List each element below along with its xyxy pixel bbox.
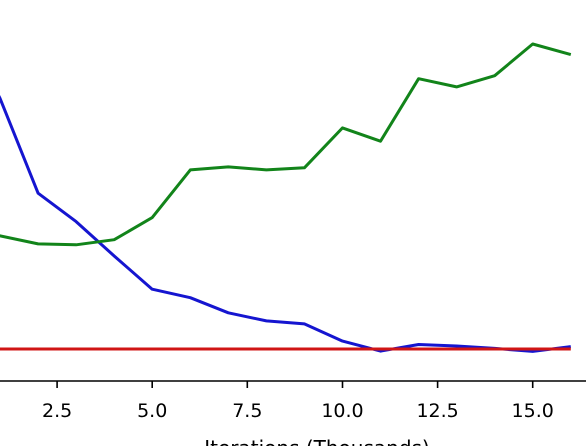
x-tick-label: 7.5 bbox=[232, 400, 262, 422]
x-tick-label: 2.5 bbox=[42, 400, 72, 422]
x-tick-label: 5.0 bbox=[137, 400, 167, 422]
x-tick-label: 10.0 bbox=[321, 400, 363, 422]
series-green-line bbox=[0, 42, 572, 247]
series-blue-line bbox=[0, 94, 571, 353]
x-tick-label: 15.0 bbox=[512, 400, 554, 422]
x-axis-ticks: 2.5 5.0 7.5 10.0 12.5 15.0 bbox=[42, 381, 554, 422]
series-layer bbox=[0, 42, 572, 353]
x-tick-label: 12.5 bbox=[416, 400, 458, 422]
x-axis-title: Iterations (Thousands) bbox=[204, 436, 430, 446]
